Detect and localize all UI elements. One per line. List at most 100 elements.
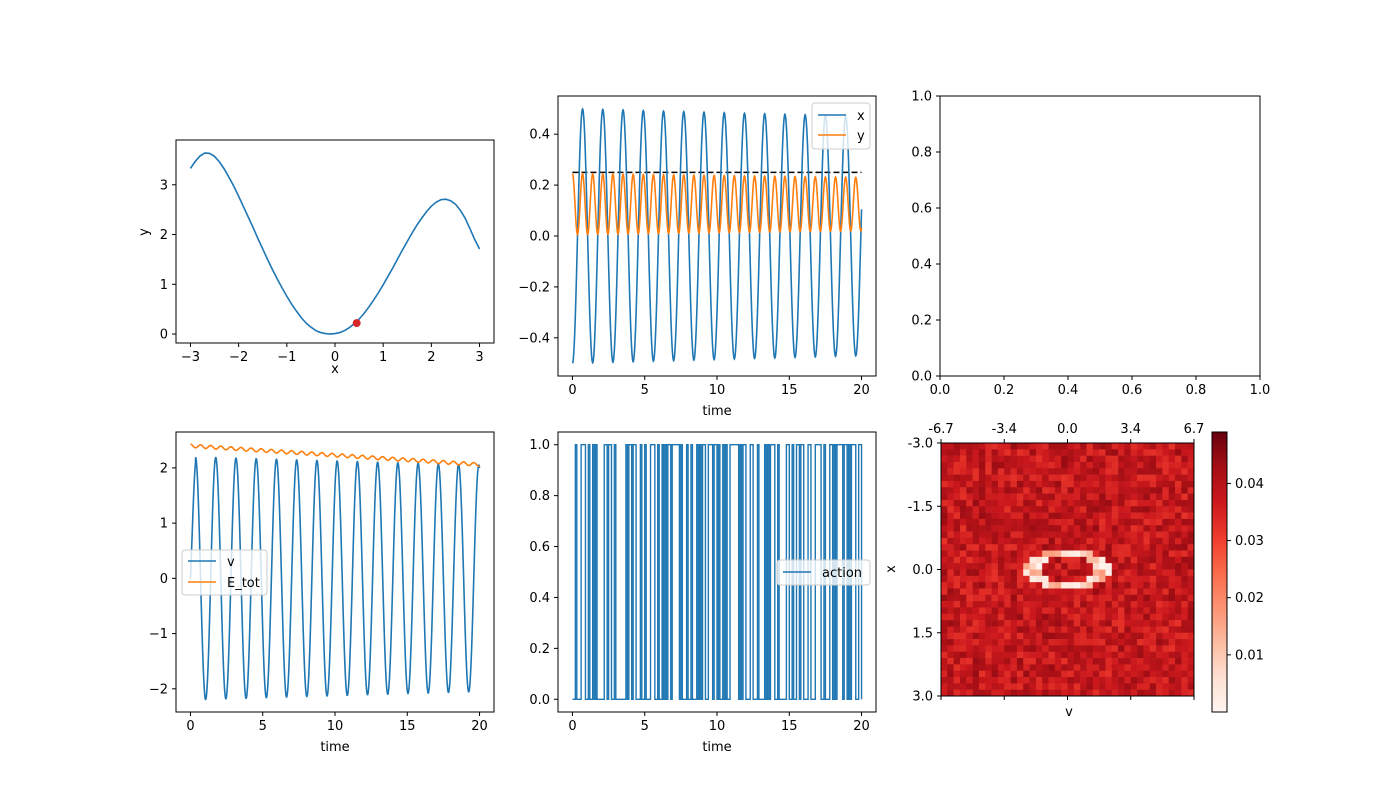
heatmap-cell xyxy=(1029,487,1037,494)
heatmap-cell xyxy=(1029,468,1037,475)
heatmap-cell xyxy=(1143,537,1151,545)
heatmap-cell xyxy=(1149,480,1157,488)
heatmap-cell xyxy=(1130,531,1138,539)
heatmap-cell xyxy=(1016,512,1024,520)
heatmap-cell xyxy=(1156,620,1163,627)
heatmap-cell xyxy=(985,664,992,672)
potential-xtick-label: −3 xyxy=(181,350,200,365)
heatmap-cell xyxy=(1168,626,1176,634)
heatmap-cell xyxy=(1029,670,1037,678)
heatmap-cell xyxy=(1099,658,1106,665)
heatmap-cell xyxy=(1073,506,1081,513)
heatmap-cell xyxy=(941,651,948,659)
heatmap-cell xyxy=(972,626,980,634)
heatmap-cell xyxy=(1105,449,1113,456)
heatmap-cell xyxy=(1149,525,1157,532)
heatmap-cell xyxy=(953,506,961,513)
heatmap-cell xyxy=(1124,575,1132,583)
heatmap-cell xyxy=(1086,556,1094,564)
heatmap-cell xyxy=(1092,620,1100,627)
heatmap-cell xyxy=(985,588,992,596)
heatmap-cell xyxy=(1035,474,1043,482)
heatmap-cell xyxy=(1149,455,1157,463)
heatmap-cell xyxy=(1099,664,1106,672)
heatmap-cell xyxy=(1105,664,1113,672)
heatmap-cell xyxy=(1023,563,1030,570)
heatmap-cell xyxy=(1111,550,1119,558)
heatmap-cell xyxy=(972,670,980,678)
action-plot-area: 0 5 10 15 200.00.20.40.60.81.0 xyxy=(529,431,877,734)
heatmap-cell xyxy=(966,645,973,653)
heatmap-cell xyxy=(1010,487,1018,494)
heatmap-cell xyxy=(941,556,948,564)
heatmap-cell xyxy=(1187,468,1195,475)
heatmap-cell xyxy=(966,594,973,602)
heatmap-cell xyxy=(1118,677,1125,684)
heatmap-cell xyxy=(953,670,961,678)
action-ytick-label: 1.0 xyxy=(529,438,550,453)
heatmap-cell xyxy=(1130,613,1138,621)
heatmap-cell xyxy=(991,632,999,640)
heatmap-cell xyxy=(1004,537,1011,545)
heatmap-cell xyxy=(997,588,1005,596)
heatmap-cell xyxy=(947,461,954,469)
heatmap-cell xyxy=(1016,563,1024,570)
heatmap-cell xyxy=(1016,683,1024,690)
potential-series-layer xyxy=(189,152,481,335)
colorbar-tick-label: 0.04 xyxy=(1235,477,1264,492)
heatmap-cell xyxy=(959,506,967,513)
heatmap-cell xyxy=(1073,449,1081,456)
heatmap-cell xyxy=(1061,449,1068,456)
heatmap-cell xyxy=(1092,575,1100,583)
heatmap-cell xyxy=(1023,639,1030,646)
heatmap-cell xyxy=(1092,563,1100,570)
heatmap-cell xyxy=(1130,443,1138,450)
heatmap-cell xyxy=(941,443,948,450)
potential-xtick-label: −2 xyxy=(229,350,248,365)
heatmap-cell xyxy=(1092,569,1100,577)
heatmap-cell xyxy=(1168,518,1176,526)
heatmap-cell xyxy=(1023,658,1030,665)
heatmap-cell xyxy=(1092,556,1100,564)
heatmap-cell xyxy=(1156,632,1163,640)
heatmap-cell xyxy=(1168,531,1176,539)
heatmap-cell xyxy=(1016,544,1024,551)
heatmap-cell xyxy=(1118,613,1125,621)
heatmap-cell xyxy=(1035,487,1043,494)
heatmap-cell xyxy=(1099,607,1106,615)
heatmap-top-tick-label: -3.4 xyxy=(992,422,1017,437)
heatmap-cell xyxy=(972,455,980,463)
heatmap-cell xyxy=(959,449,967,456)
heatmap-cell xyxy=(1149,537,1157,545)
heatmap-cell xyxy=(991,626,999,634)
heatmap-cell xyxy=(1067,689,1075,697)
heatmap-cell xyxy=(1187,594,1195,602)
heatmap-cell xyxy=(1016,689,1024,697)
heatmap-cell xyxy=(1035,468,1043,475)
heatmap-cell xyxy=(1105,588,1113,596)
heatmap-cell xyxy=(1042,651,1049,659)
heatmap-cell xyxy=(1023,588,1030,596)
heatmap-cell xyxy=(1181,689,1188,697)
heatmap-cell xyxy=(1010,499,1018,507)
velocity-axes-frame xyxy=(175,431,495,713)
heatmap-cell xyxy=(997,537,1005,545)
heatmap-cell xyxy=(1143,487,1151,494)
heatmap-cell xyxy=(1105,582,1113,589)
heatmap-cell xyxy=(1149,594,1157,602)
heatmap-cell xyxy=(1035,512,1043,520)
heatmap-cell xyxy=(959,474,967,482)
heatmap-cell xyxy=(1054,480,1062,488)
heatmap-cell xyxy=(1168,632,1176,640)
heatmap-cell xyxy=(1105,651,1113,659)
heatmap-cell xyxy=(1010,537,1018,545)
heatmap-cell xyxy=(1149,499,1157,507)
heatmap-cell xyxy=(997,639,1005,646)
action-panel: 0 5 10 15 200.00.20.40.60.81.0 time action xyxy=(529,431,877,755)
heatmap-cell xyxy=(1149,645,1157,653)
heatmap-cell xyxy=(941,689,948,697)
heatmap-cell xyxy=(1130,620,1138,627)
action-xtick-label: 10 xyxy=(709,719,726,734)
heatmap-cell xyxy=(1073,461,1081,469)
heatmap-cell xyxy=(1105,512,1113,520)
